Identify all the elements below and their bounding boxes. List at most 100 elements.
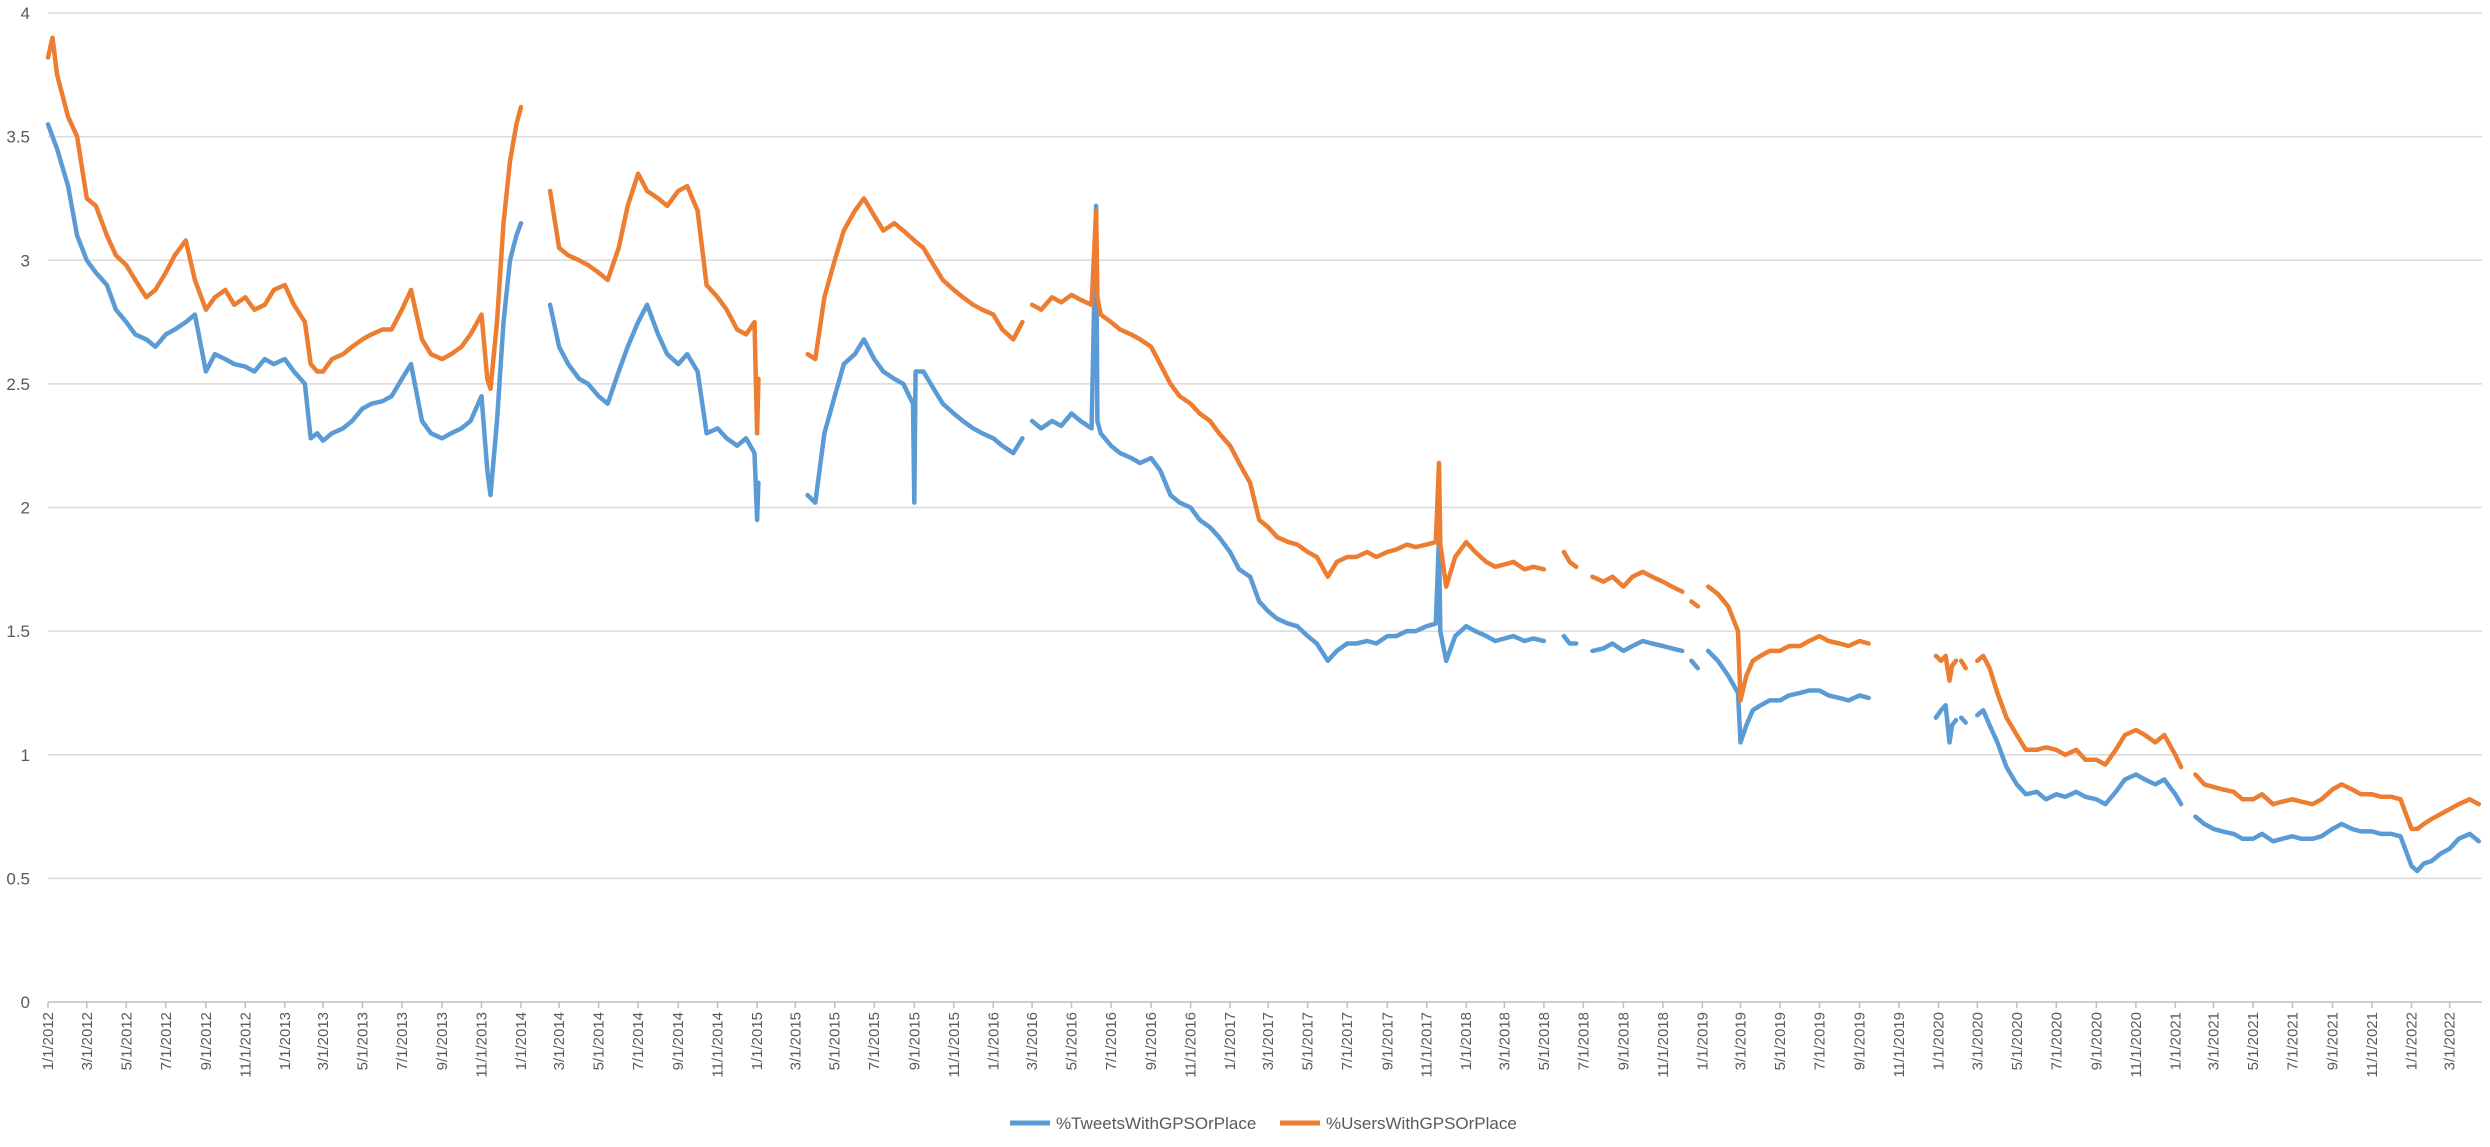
y-tick-label: 4 (21, 4, 30, 23)
series-line-tweets (805, 337, 1025, 505)
x-tick-label: 7/1/2019 (1811, 1012, 1828, 1070)
series-line-tweets (1705, 648, 1871, 745)
gridlines (48, 12, 2482, 880)
x-tick-label: 1/1/2021 (2167, 1012, 2184, 1070)
x-tick-label: 9/1/2014 (670, 1012, 687, 1070)
y-tick-label: 1.5 (6, 622, 30, 641)
x-tick-label: 7/1/2013 (394, 1012, 411, 1070)
x-tick-label: 7/1/2016 (1103, 1012, 1120, 1070)
legend: %TweetsWithGPSOrPlace %UsersWithGPSOrPlac… (1010, 1114, 1517, 1133)
x-tick-label: 11/1/2013 (473, 1012, 490, 1078)
x-tick-label: 1/1/2018 (1458, 1012, 1475, 1070)
series-line-users (1933, 653, 1959, 683)
y-tick-label: 0.5 (6, 869, 30, 888)
x-tick-label: 5/1/2016 (1064, 1012, 1081, 1070)
series-lines (45, 35, 2482, 874)
x-tick-label: 3/1/2021 (2205, 1012, 2222, 1070)
x-tick-label: 3/1/2019 (1733, 1012, 1750, 1070)
x-tick-label: 5/1/2013 (354, 1012, 371, 1070)
x-tick-label: 1/1/2022 (2403, 1012, 2420, 1070)
x-tick-label: 3/1/2017 (1260, 1012, 1277, 1070)
x-tick-label: 1/1/2016 (985, 1012, 1002, 1070)
x-tick-label: 9/1/2020 (2088, 1012, 2105, 1070)
axes: 0 0.5 1 1.5 2 2.5 3 3.5 4 1/1/2012 3/1/2012 5/1/201… (6, 4, 2482, 1078)
x-tick-label: 5/1/2012 (118, 1012, 135, 1070)
series-line-tweets (45, 122, 524, 498)
x-tick-label: 3/1/2018 (1496, 1012, 1513, 1070)
x-tick-label: 9/1/2021 (2325, 1012, 2342, 1070)
x-tick-label: 3/1/2022 (2442, 1012, 2459, 1070)
series-line-users (1029, 208, 1547, 589)
series-line-users (2193, 772, 2482, 832)
series-line-users (1590, 569, 1685, 594)
y-tick-label: 0 (21, 993, 30, 1012)
series-line-users (1975, 653, 2184, 770)
x-tick-label: 5/1/2018 (1536, 1012, 1553, 1070)
y-tick-label: 2.5 (6, 375, 30, 394)
series-line-tweets (1590, 638, 1685, 654)
series-line-users (1561, 549, 1579, 570)
x-tick-label: 7/1/2017 (1339, 1012, 1356, 1070)
x-tick-label: 9/1/2019 (1852, 1012, 1869, 1070)
series-line-tweets (1561, 633, 1579, 646)
x-tick-label: 11/1/2015 (946, 1012, 963, 1078)
x-tick-label: 9/1/2012 (198, 1012, 215, 1070)
x-tick-label: 1/1/2014 (513, 1012, 530, 1070)
y-tick-label: 3 (21, 251, 30, 270)
legend-label: %UsersWithGPSOrPlace (1326, 1114, 1517, 1133)
series-line-users (805, 196, 1025, 362)
x-tick-label: 9/1/2013 (434, 1012, 451, 1070)
x-tick-label: 7/1/2014 (630, 1012, 647, 1070)
x-tick-label: 3/1/2016 (1024, 1012, 1041, 1070)
series-line-users (45, 35, 524, 392)
x-tick-label: 7/1/2015 (866, 1012, 883, 1070)
x-tick-label: 11/1/2017 (1419, 1012, 1436, 1078)
x-tick-label: 11/1/2016 (1183, 1012, 1200, 1078)
series-line-tweets (1975, 707, 2184, 807)
x-tick-label: 5/1/2020 (2009, 1012, 2026, 1070)
series-line-users (1705, 584, 1871, 703)
x-tick-label: 11/1/2019 (1891, 1012, 1908, 1078)
x-tick-label: 9/1/2016 (1143, 1012, 1160, 1070)
x-tick-label: 3/1/2015 (787, 1012, 804, 1070)
y-tick-label: 3.5 (6, 128, 30, 147)
x-tick-label: 1/1/2020 (1931, 1012, 1948, 1070)
x-tick-label: 5/1/2017 (1300, 1012, 1317, 1070)
x-tick-label: 11/1/2021 (2364, 1012, 2381, 1078)
x-tick-label: 5/1/2021 (2245, 1012, 2262, 1070)
x-tick-label: 7/1/2020 (2048, 1012, 2065, 1070)
x-tick-label: 3/1/2012 (79, 1012, 96, 1070)
x-tick-label: 3/1/2020 (1969, 1012, 1986, 1070)
series-line-tweets (547, 302, 761, 523)
x-tick-label: 5/1/2019 (1772, 1012, 1789, 1070)
x-tick-label: 3/1/2014 (551, 1012, 568, 1070)
x-tick-label: 7/1/2021 (2284, 1012, 2301, 1070)
series-line-users (1689, 599, 1701, 609)
x-tick-label: 1/1/2012 (40, 1012, 57, 1070)
x-tick-label: 9/1/2018 (1615, 1012, 1632, 1070)
series-line-tweets (1933, 703, 1959, 745)
x-tick-label: 7/1/2012 (158, 1012, 175, 1070)
x-tick-label: 1/1/2017 (1222, 1012, 1239, 1070)
series-line-tweets (2193, 814, 2482, 874)
x-tick-label: 11/1/2020 (2128, 1012, 2145, 1078)
x-tick-label: 9/1/2015 (906, 1012, 923, 1070)
x-tick-label: 11/1/2014 (710, 1012, 727, 1078)
x-tick-label: 1/1/2015 (749, 1012, 766, 1070)
series-line-tweets (1689, 658, 1701, 671)
y-tick-label: 1 (21, 746, 30, 765)
x-tick-label: 1/1/2019 (1694, 1012, 1711, 1070)
x-tick-label: 7/1/2018 (1575, 1012, 1592, 1070)
series-line-tweets (1029, 203, 1547, 664)
series-line-users (547, 171, 761, 436)
x-tick-label: 9/1/2017 (1379, 1012, 1396, 1070)
x-tick-label: 5/1/2015 (827, 1012, 844, 1070)
series-line-tweets (1958, 715, 1968, 725)
series-line-users (1958, 658, 1968, 671)
x-tick-label: 3/1/2013 (315, 1012, 332, 1070)
legend-label: %TweetsWithGPSOrPlace (1056, 1114, 1256, 1133)
x-tick-label: 1/1/2013 (277, 1012, 294, 1070)
x-tick-label: 11/1/2018 (1655, 1012, 1672, 1078)
